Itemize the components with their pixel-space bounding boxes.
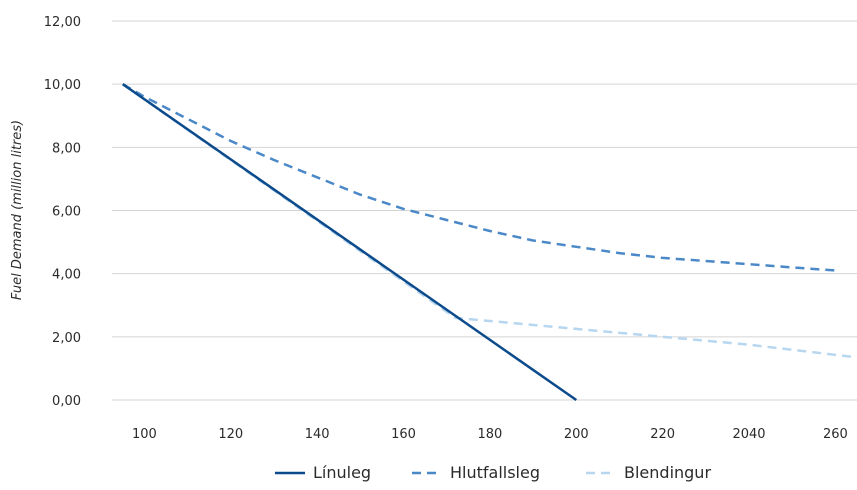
x-tick-label: 100 xyxy=(132,427,157,442)
legend-label-2: Blendingur xyxy=(624,463,711,482)
series-line-0 xyxy=(122,83,578,402)
x-tick-label: 2040 xyxy=(732,427,765,442)
y-tick-label: 4,00 xyxy=(52,268,81,283)
legend-label-0: Línuleg xyxy=(313,463,371,482)
x-tick-label: 260 xyxy=(823,427,848,442)
y-tick-label: 2,00 xyxy=(52,331,81,346)
y-tick-label: 8,00 xyxy=(52,141,81,156)
y-tick-label: 6,00 xyxy=(52,205,81,220)
x-tick-label: 200 xyxy=(564,427,589,442)
series-line-2 xyxy=(122,83,857,359)
legend-label-1: Hlutfallsleg xyxy=(450,463,540,482)
legend: Línuleg Hlutfallsleg Blendingur xyxy=(275,463,711,482)
x-tick-label: 120 xyxy=(218,427,243,442)
series-lines xyxy=(122,83,857,402)
x-tick-label: 160 xyxy=(391,427,416,442)
series-line-1 xyxy=(122,83,836,272)
grid-lines xyxy=(112,20,857,401)
x-tick-label: 180 xyxy=(477,427,502,442)
y-axis-label: Fuel Demand (million litres) xyxy=(10,120,25,300)
x-axis-ticks: 100 120 140 160 180 200 220 2040 260 xyxy=(132,427,848,442)
y-axis-ticks: 0,00 2,00 4,00 6,00 8,00 10,00 12,00 xyxy=(44,15,81,409)
x-tick-label: 140 xyxy=(305,427,330,442)
y-tick-label: 12,00 xyxy=(44,15,81,30)
x-tick-label: 220 xyxy=(650,427,675,442)
y-tick-label: 0,00 xyxy=(52,394,81,409)
y-tick-label: 10,00 xyxy=(44,78,81,93)
